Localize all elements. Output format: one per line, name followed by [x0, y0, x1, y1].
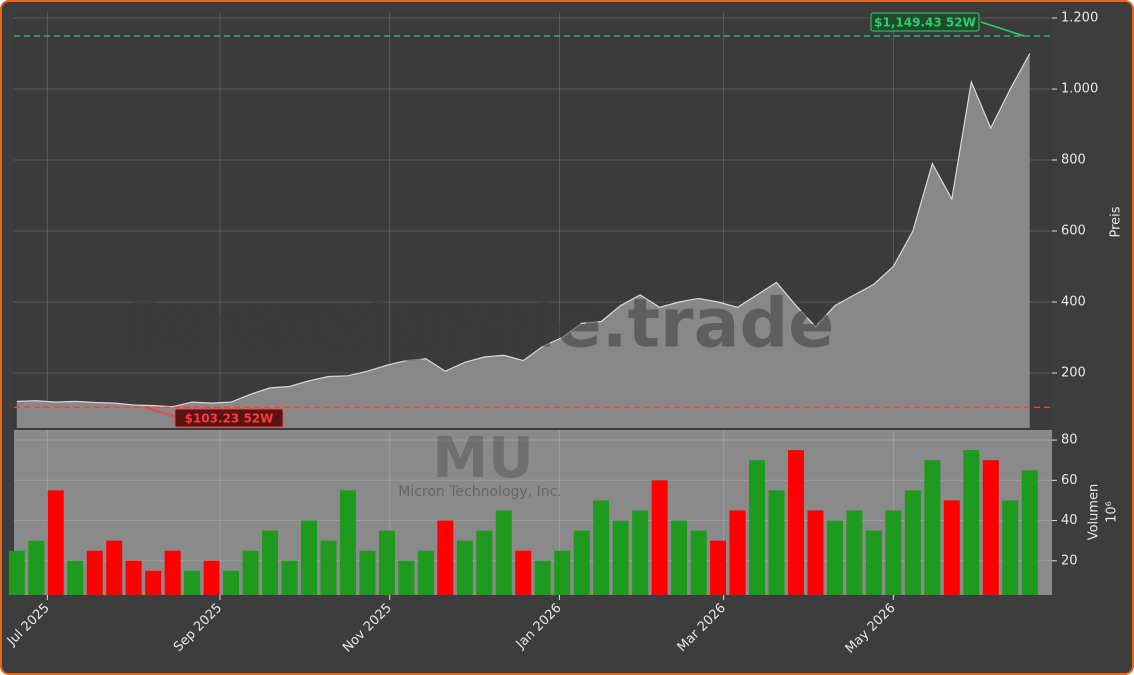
volume-bar	[943, 500, 960, 595]
price-line	[16, 53, 1031, 408]
y-tick-label: 1.000	[1061, 82, 1098, 97]
volume-bar	[145, 570, 162, 595]
annotation-box	[870, 12, 980, 32]
watermarks: forexsignale.trade MU Micron Technology,…	[126, 285, 835, 500]
y-tick-label: 200	[1061, 365, 1086, 380]
volume-bar	[67, 560, 84, 595]
volume-bar	[1021, 470, 1038, 595]
volume-bar	[339, 490, 356, 595]
volume-bar	[865, 530, 882, 595]
annotation-arrow	[980, 21, 1025, 37]
volume-bar	[28, 540, 45, 595]
volume-bar	[632, 510, 649, 595]
volume-bar	[417, 550, 434, 595]
volume-bar	[203, 560, 220, 595]
volume-bar	[262, 530, 279, 595]
y-tick-label: 80	[1061, 433, 1078, 448]
volume-bar	[651, 480, 668, 595]
volume-bar	[710, 540, 727, 595]
volume-bar	[378, 530, 395, 595]
annotation-label: $103.23 52W	[185, 412, 274, 426]
volume-bar	[8, 550, 25, 595]
watermark-ticker: MU	[432, 426, 533, 491]
watermark-site: forexsignale.trade	[126, 285, 835, 364]
volume-bar	[359, 550, 376, 595]
annotation-box	[174, 408, 284, 428]
y-tick-label: 60	[1061, 473, 1078, 488]
volume-bar	[534, 560, 551, 595]
volume-bar	[846, 510, 863, 595]
volume-scale-label: 10⁶	[1105, 501, 1120, 523]
volume-bar	[573, 530, 590, 595]
y-tick-label: 600	[1061, 224, 1086, 239]
annotation-label: $1,149.43 52W	[874, 16, 976, 30]
volume-bar	[495, 510, 512, 595]
y-tick-label: 800	[1061, 153, 1086, 168]
volume-bar	[1002, 500, 1019, 595]
y-tick-label: 40	[1061, 513, 1078, 528]
volume-bar	[476, 530, 493, 595]
watermark-company: Micron Technology, Inc.	[398, 484, 561, 500]
volume-bar	[456, 540, 473, 595]
volume-bar	[671, 520, 688, 595]
volume-bar	[885, 510, 902, 595]
y-tick-label: 1.200	[1061, 11, 1098, 26]
volume-bar	[749, 460, 766, 595]
volume-bar	[86, 550, 103, 595]
volume-bar	[904, 490, 921, 595]
volume-bar	[982, 460, 999, 595]
y-tick-label: 400	[1061, 294, 1086, 309]
volume-bar	[690, 530, 707, 595]
volume-bar	[242, 550, 259, 595]
volume-bar	[281, 560, 298, 595]
volume-bar	[826, 520, 843, 595]
volume-bar	[612, 520, 629, 595]
volume-bar	[106, 540, 123, 595]
price-axis-label: Preis	[1109, 206, 1124, 237]
volume-bar	[787, 450, 804, 595]
volume-bar	[164, 550, 181, 595]
volume-bar	[554, 550, 571, 595]
volume-bar	[47, 490, 64, 595]
volume-bar	[807, 510, 824, 595]
volume-bar	[300, 520, 317, 595]
volume-bar	[768, 490, 785, 595]
annotation-arrow	[144, 406, 181, 419]
volume-bar	[515, 550, 532, 595]
volume-bar	[398, 560, 415, 595]
volume-bar	[963, 450, 980, 595]
price-area	[16, 53, 1030, 428]
volume-bar	[125, 560, 142, 595]
volume-bar	[593, 500, 610, 595]
volume-bar	[223, 570, 240, 595]
volume-bar	[437, 520, 454, 595]
y-tick-label: 20	[1061, 553, 1078, 568]
volume-bar	[729, 510, 746, 595]
volume-axis-label: Volumen	[1087, 484, 1102, 541]
volume-bar	[320, 540, 337, 595]
volume-bar	[184, 570, 201, 595]
volume-bar	[924, 460, 941, 595]
